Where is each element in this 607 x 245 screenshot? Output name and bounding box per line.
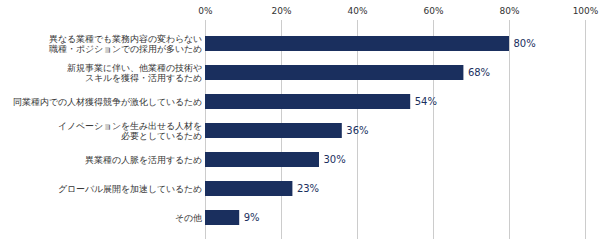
svg-text:36%: 36% [346, 125, 368, 136]
svg-text:40%: 40% [347, 6, 367, 16]
svg-text:同業種内での人材獲得競争が激化しているため: 同業種内での人材獲得競争が激化しているため [13, 97, 202, 107]
svg-text:0%: 0% [198, 6, 213, 16]
svg-text:23%: 23% [297, 183, 319, 194]
svg-text:100%: 100% [573, 6, 599, 16]
svg-text:60%: 60% [423, 6, 443, 16]
svg-text:イノベーションを生み出せる人材を必要としているため: イノベーションを生み出せる人材を必要としているため [58, 121, 202, 141]
svg-text:新規事業に伴い、他業種の技術やスキルを獲得・活用するため: 新規事業に伴い、他業種の技術やスキルを獲得・活用するため [67, 63, 202, 83]
svg-text:80%: 80% [499, 6, 519, 16]
svg-text:異業種の人脈を活用するため: 異業種の人脈を活用するため [85, 155, 202, 165]
svg-text:30%: 30% [324, 154, 346, 165]
svg-text:20%: 20% [271, 6, 291, 16]
svg-text:異なる業種でも業務内容の変わらない職種・ポジションでの採用が: 異なる業種でも業務内容の変わらない職種・ポジションでの採用が多いため [49, 34, 202, 54]
svg-text:80%: 80% [514, 38, 536, 49]
svg-text:68%: 68% [468, 67, 490, 78]
svg-text:54%: 54% [415, 96, 437, 107]
svg-text:その他: その他 [175, 213, 202, 223]
svg-text:グローバル展開を加速しているため: グローバル展開を加速しているため [58, 184, 202, 194]
svg-text:9%: 9% [244, 212, 260, 223]
